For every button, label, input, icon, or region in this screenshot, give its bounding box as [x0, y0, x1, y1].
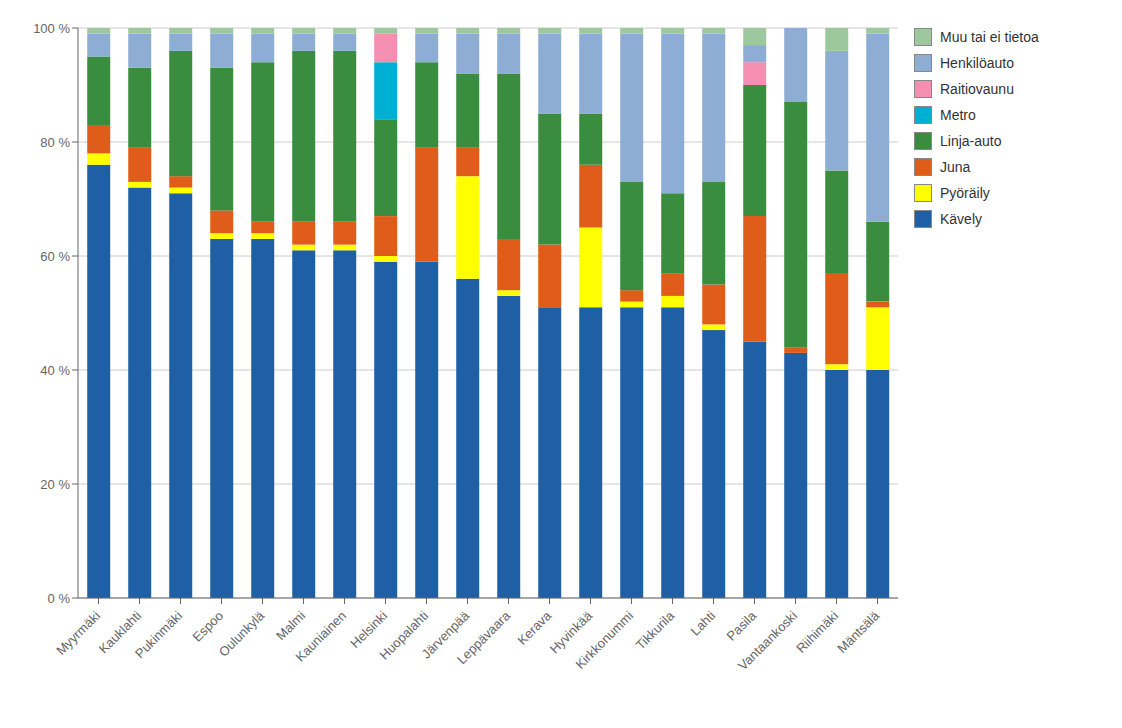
svg-text:Vantaankoski: Vantaankoski [735, 608, 800, 673]
svg-text:Mäntsälä: Mäntsälä [834, 607, 882, 655]
svg-text:Pukinmäki: Pukinmäki [132, 608, 185, 661]
svg-text:Lahti: Lahti [688, 608, 719, 639]
svg-text:Huopalahti: Huopalahti [376, 608, 432, 663]
html-text:Linja-auto: Linja-auto [940, 133, 1002, 149]
svg-text:20 %: 20 % [40, 477, 70, 492]
html-text:Kävely: Kävely [940, 211, 982, 227]
svg-text:40 %: 40 % [40, 363, 70, 378]
html-text:Pyöräily: Pyöräily [940, 185, 990, 201]
svg-text:Riihimäki: Riihimäki [793, 608, 841, 656]
svg-text:Leppävaara: Leppävaara [454, 607, 514, 667]
svg-text:Helsinki: Helsinki [347, 608, 391, 651]
svg-text:Kauklahti: Kauklahti [95, 608, 145, 657]
svg-text:Järvenpää: Järvenpää [418, 608, 473, 662]
svg-text:60 %: 60 % [40, 249, 70, 264]
svg-text:Kirkkonummi: Kirkkonummi [572, 608, 636, 672]
svg-text:Tikkurila: Tikkurila [633, 608, 678, 653]
svg-text:Kauniainen: Kauniainen [293, 608, 350, 665]
svg-text:Oulunkylä: Oulunkylä [216, 607, 268, 659]
html-text:Metro: Metro [940, 107, 976, 123]
svg-text:Hyvinkää: Hyvinkää [546, 608, 596, 657]
svg-text:Myyrmäki: Myyrmäki [53, 608, 103, 658]
html-text:Raitiovaunu: Raitiovaunu [940, 81, 1014, 97]
svg-text:0 %: 0 % [48, 591, 71, 606]
svg-text:Malmi: Malmi [273, 608, 308, 643]
svg-text:100 %: 100 % [33, 21, 70, 36]
html-text:Muu tai ei tietoa: Muu tai ei tietoa [940, 29, 1039, 45]
svg-text:Kerava: Kerava [514, 608, 554, 648]
svg-text:Espoo: Espoo [189, 608, 226, 645]
html-text:Juna: Juna [940, 159, 971, 175]
svg-text:Pasila: Pasila [723, 608, 759, 644]
html-text:Henkilöauto: Henkilöauto [940, 55, 1014, 71]
svg-text:80 %: 80 % [40, 135, 70, 150]
